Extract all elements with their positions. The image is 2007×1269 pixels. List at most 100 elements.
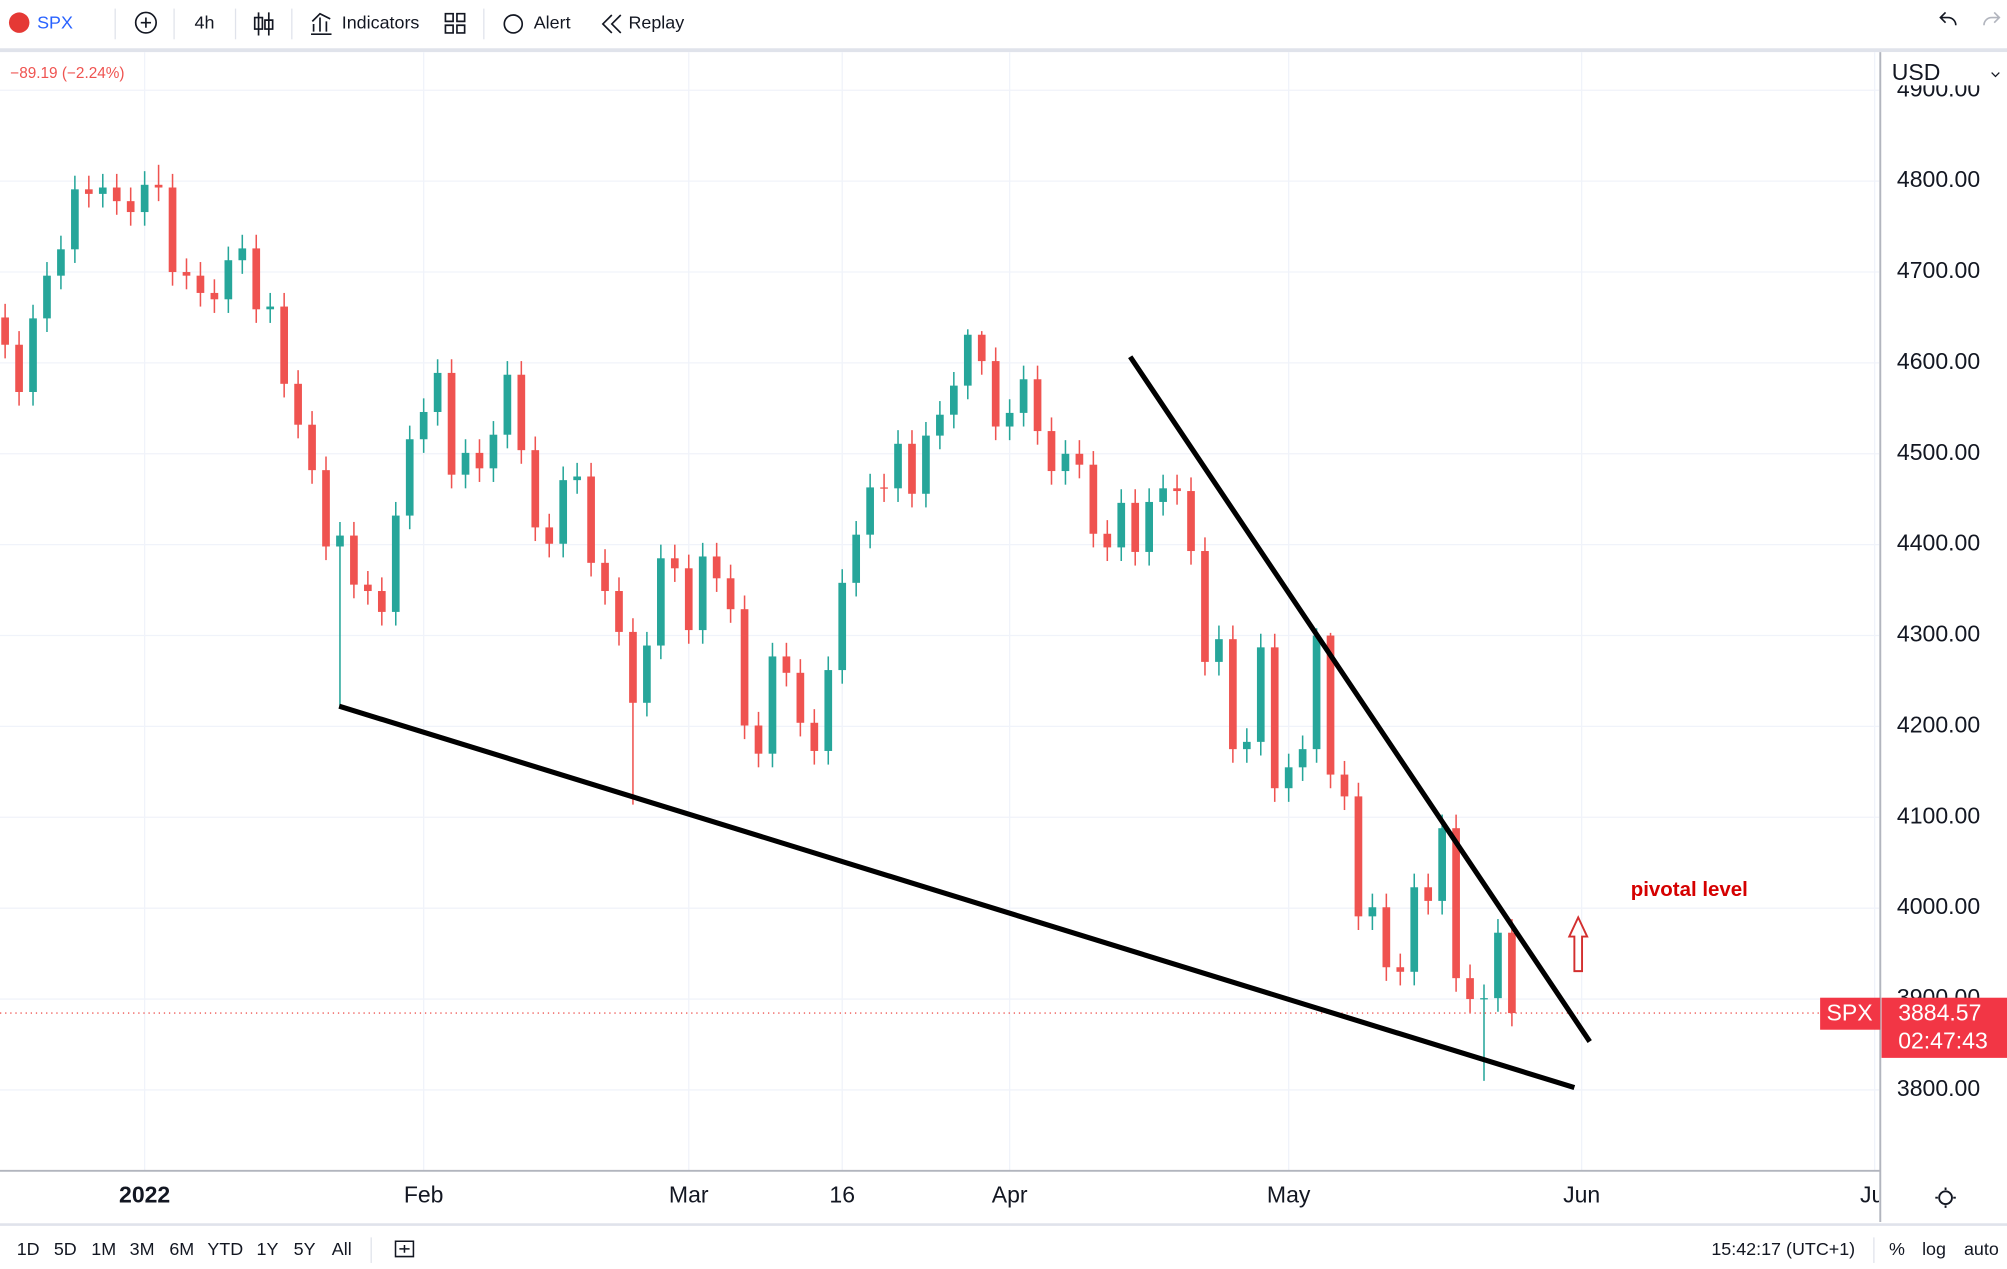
- templates-button[interactable]: [444, 12, 466, 34]
- y-tick-label: 4700.00: [1897, 257, 1980, 283]
- candle-body: [391, 515, 400, 612]
- breakout-arrow[interactable]: [1567, 915, 1589, 973]
- candle-body: [796, 672, 805, 723]
- time-axis: 2022 Feb Mar 16 Apr May Jun Jul: [119, 1181, 1879, 1207]
- y-tick-label: 4300.00: [1897, 621, 1980, 647]
- candle-body: [503, 374, 512, 435]
- symbol[interactable]: SPX: [37, 13, 73, 33]
- candle-body: [252, 248, 261, 310]
- replay-button[interactable]: Replay: [628, 13, 684, 33]
- range-button[interactable]: YTD: [207, 1239, 243, 1259]
- candle-body: [991, 361, 1000, 427]
- candle-body: [1145, 501, 1154, 552]
- candle-body: [880, 487, 888, 489]
- alert-button[interactable]: Alert: [534, 13, 571, 33]
- y-tick-label: 3800.00: [1897, 1075, 1980, 1101]
- scale-option[interactable]: %: [1889, 1239, 1905, 1259]
- candle-body: [57, 249, 65, 276]
- candle-body: [29, 318, 37, 392]
- candle-body: [168, 187, 177, 273]
- candle-body: [140, 184, 149, 213]
- last-price-box: [1881, 997, 2007, 1058]
- settings-icon: [1938, 1190, 1953, 1206]
- candle-body: [350, 535, 358, 585]
- y-tick-label: 4500.00: [1897, 439, 1980, 465]
- interval-button[interactable]: 4h: [195, 13, 215, 33]
- candle-body: [461, 452, 470, 475]
- x-tick-label: May: [1267, 1181, 1311, 1207]
- range-button[interactable]: 1M: [91, 1239, 116, 1259]
- candle-body: [1508, 932, 1516, 1014]
- currency-bg: [1881, 52, 2007, 86]
- alert-icon: [503, 14, 524, 34]
- range-button[interactable]: 5Y: [294, 1239, 316, 1259]
- indicators-button[interactable]: Indicators: [342, 13, 420, 33]
- candle-body: [740, 609, 749, 726]
- settings-button[interactable]: [1935, 1187, 1956, 1208]
- candle-body: [782, 656, 791, 673]
- candle-body: [1047, 431, 1056, 472]
- candle-body: [670, 558, 679, 569]
- candle-body: [1410, 887, 1419, 972]
- candle-body: [559, 480, 568, 544]
- currency-dropdown[interactable]: [1991, 72, 2000, 78]
- candle-body: [1298, 749, 1307, 768]
- scale-option[interactable]: log: [1922, 1239, 1946, 1259]
- candle-body: [266, 306, 275, 310]
- candle-body: [1480, 998, 1488, 1000]
- toolbar-border: [0, 48, 2007, 53]
- x-tick-label: 2022: [119, 1181, 170, 1207]
- candle-body: [1424, 887, 1433, 901]
- candle-body: [643, 645, 651, 703]
- y-tick-label: 4200.00: [1897, 711, 1980, 737]
- undo-button[interactable]: [1939, 11, 1957, 26]
- range-button[interactable]: 6M: [169, 1239, 194, 1259]
- resistance-trendline[interactable]: [1128, 355, 1592, 1043]
- range-button[interactable]: 1D: [17, 1239, 40, 1259]
- goto-date-button[interactable]: [394, 1240, 415, 1258]
- candle-body: [71, 189, 79, 250]
- candle-body: [726, 578, 735, 610]
- candle-body: [629, 631, 637, 703]
- symbol-icon: [8, 12, 30, 33]
- bar-countdown: 02:47:43: [1898, 1028, 1988, 1054]
- grid: [0, 52, 1880, 1171]
- candle-body: [377, 591, 386, 612]
- x-tick-label: Mar: [669, 1181, 709, 1207]
- redo-button[interactable]: [1983, 11, 2001, 26]
- candle-body: [1019, 379, 1028, 413]
- last-price-marker: SPX 3884.57 02:47:43: [1820, 997, 2007, 1058]
- annotation[interactable]: pivotal level: [1631, 878, 1748, 901]
- chart-style-button[interactable]: [253, 12, 274, 36]
- currency[interactable]: USD: [1892, 59, 1941, 85]
- candle-body: [238, 248, 247, 261]
- candle-body: [308, 424, 316, 471]
- scale-option[interactable]: auto: [1964, 1239, 1999, 1259]
- candle-body: [1270, 647, 1279, 789]
- symbol-tag: [1820, 997, 1881, 1030]
- candle-body: [698, 556, 707, 631]
- candle-body: [615, 591, 623, 632]
- candle-body: [545, 527, 554, 544]
- candle-body: [1033, 379, 1042, 432]
- support-trendline[interactable]: [338, 703, 1576, 1091]
- candle-body: [977, 334, 986, 362]
- candle-body: [364, 584, 372, 592]
- candle-body: [1494, 932, 1502, 999]
- candle-body: [447, 372, 456, 475]
- candle-body: [98, 187, 107, 194]
- add-symbol-button[interactable]: [134, 11, 157, 34]
- candle-body: [1354, 796, 1363, 917]
- clock[interactable]: 15:42:17 (UTC+1): [1711, 1239, 1855, 1259]
- candle-body: [1089, 464, 1098, 534]
- range-button[interactable]: All: [332, 1239, 352, 1259]
- range-button[interactable]: 5D: [54, 1239, 77, 1259]
- top-toolbar: SPX 4h Indicators Alert Replay: [8, 8, 2001, 40]
- candle-body: [1326, 635, 1335, 775]
- candle-body: [1242, 741, 1251, 750]
- range-button[interactable]: 3M: [130, 1239, 155, 1259]
- range-button[interactable]: 1Y: [257, 1239, 279, 1259]
- candle-body: [768, 656, 777, 754]
- candle-body: [1159, 488, 1167, 502]
